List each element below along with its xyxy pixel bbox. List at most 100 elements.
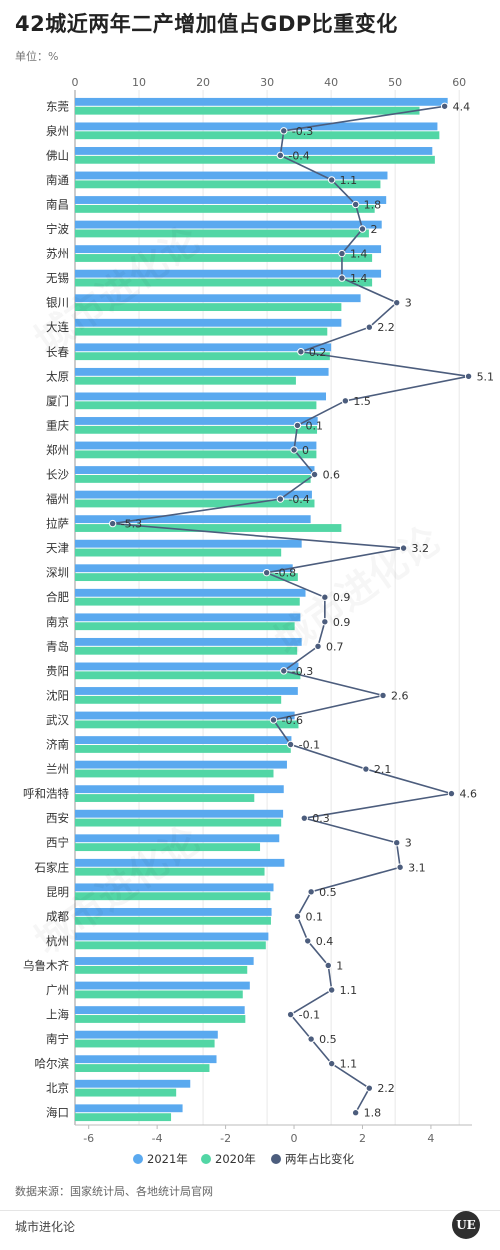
bottom-axis-tick-label: -2	[220, 1132, 231, 1145]
change-point	[399, 544, 408, 552]
top-axis-tick-label: 30	[260, 76, 274, 89]
bar-2020	[75, 1039, 215, 1048]
change-data-label: -0.4	[288, 149, 309, 162]
bar-2021	[75, 539, 302, 548]
top-axis-tick-label: 50	[388, 76, 402, 89]
bar-2021	[75, 907, 272, 916]
change-point	[307, 888, 315, 896]
change-data-label: 1.8	[364, 198, 382, 211]
category-label: 成都	[46, 909, 69, 923]
bar-2021	[75, 687, 298, 695]
category-label: 南京	[46, 615, 69, 629]
category-label: 沈阳	[46, 688, 69, 702]
change-point	[290, 446, 298, 454]
change-data-label: 0.9	[333, 591, 351, 604]
category-label: 长沙	[46, 467, 69, 481]
category-label: 呼和浩特	[23, 787, 69, 801]
category-label: 哈尔滨	[35, 1057, 70, 1071]
change-point	[447, 789, 456, 798]
category-label: 长春	[46, 345, 69, 359]
change-data-label: 2.1	[374, 763, 392, 776]
change-data-label: 2.2	[377, 1082, 395, 1095]
brand-logo: UE	[452, 1211, 480, 1239]
category-label: 济南	[46, 738, 69, 752]
bottom-axis-tick-label: 2	[359, 1132, 366, 1145]
bottom-axis-tick-label: 0	[291, 1132, 298, 1145]
bar-2020	[75, 597, 300, 606]
change-data-label: 3.2	[412, 542, 430, 555]
bar-2021	[75, 637, 302, 646]
bar-2020	[75, 965, 248, 974]
category-label: 乌鲁木齐	[23, 958, 69, 972]
bar-2021	[75, 932, 269, 941]
bar-2021	[75, 269, 382, 278]
category-label: 西安	[46, 811, 69, 825]
change-data-label: 2	[370, 223, 377, 236]
bar-2020	[75, 131, 440, 140]
change-data-label: 2.2	[377, 321, 395, 334]
category-label: 上海	[46, 1008, 69, 1022]
category-label: 兰州	[46, 762, 69, 776]
top-axis-tick-label: 60	[452, 76, 466, 89]
change-point	[321, 618, 329, 626]
legend-marker	[133, 1154, 143, 1164]
change-point	[396, 863, 404, 871]
bar-2021	[75, 392, 327, 401]
change-data-label: 0.7	[326, 640, 344, 653]
bar-2020	[75, 474, 311, 483]
bar-2020	[75, 1113, 172, 1122]
change-point	[393, 839, 401, 847]
top-axis-tick-label: 0	[72, 76, 79, 89]
category-label: 青岛	[46, 639, 69, 653]
bar-2020	[75, 573, 298, 582]
change-data-label: 3	[405, 297, 412, 310]
change-data-label: 0	[302, 444, 309, 457]
change-data-label: 1.1	[340, 174, 358, 187]
bar-2021	[75, 343, 332, 352]
bar-2021	[75, 147, 433, 155]
bar-2021	[75, 417, 318, 425]
chart-title: 42城近两年二产增加值占GDP比重变化	[15, 12, 398, 36]
bar-2020	[75, 450, 317, 459]
change-data-label: 0.5	[319, 886, 337, 899]
category-label: 福州	[46, 492, 69, 506]
change-point	[327, 986, 336, 994]
change-point	[324, 961, 332, 970]
bar-2020	[75, 1088, 177, 1097]
bar-2020	[75, 524, 342, 532]
change-line	[112, 105, 469, 1114]
change-point	[362, 765, 370, 773]
category-label: 武汉	[46, 713, 69, 727]
bar-2021	[75, 196, 387, 204]
top-axis-tick-label: 20	[196, 76, 210, 89]
source-note: 数据来源：国家统计局、各地统计局官网	[15, 1185, 213, 1198]
bar-2021	[75, 858, 285, 867]
bar-2020	[75, 794, 255, 802]
bar-2020	[75, 720, 299, 729]
bar-2021	[75, 318, 342, 327]
legend-marker	[201, 1154, 211, 1164]
change-data-label: 0.1	[305, 419, 323, 432]
bar-2021	[75, 1006, 245, 1015]
change-data-label: 2.6	[391, 689, 409, 702]
bar-2021	[75, 515, 311, 524]
bar-2021	[75, 171, 388, 180]
change-point	[464, 372, 473, 380]
bar-2020	[75, 843, 261, 852]
change-data-label: 0.4	[316, 935, 334, 948]
category-label: 太原	[46, 369, 69, 383]
change-point	[327, 176, 336, 184]
bar-2020	[75, 769, 274, 778]
change-data-label: -0.1	[299, 739, 320, 752]
category-label: 石家庄	[35, 860, 70, 874]
legend-marker	[271, 1154, 281, 1164]
bar-2021	[75, 834, 280, 843]
change-point	[314, 642, 322, 651]
category-label: 南昌	[46, 197, 69, 211]
bar-2021	[75, 245, 382, 254]
change-data-label: 5.1	[477, 370, 495, 383]
bottom-axis-tick-label: -4	[152, 1132, 163, 1145]
change-data-label: 1.1	[340, 1058, 358, 1071]
bar-2020	[75, 303, 342, 312]
change-point	[286, 1010, 295, 1019]
